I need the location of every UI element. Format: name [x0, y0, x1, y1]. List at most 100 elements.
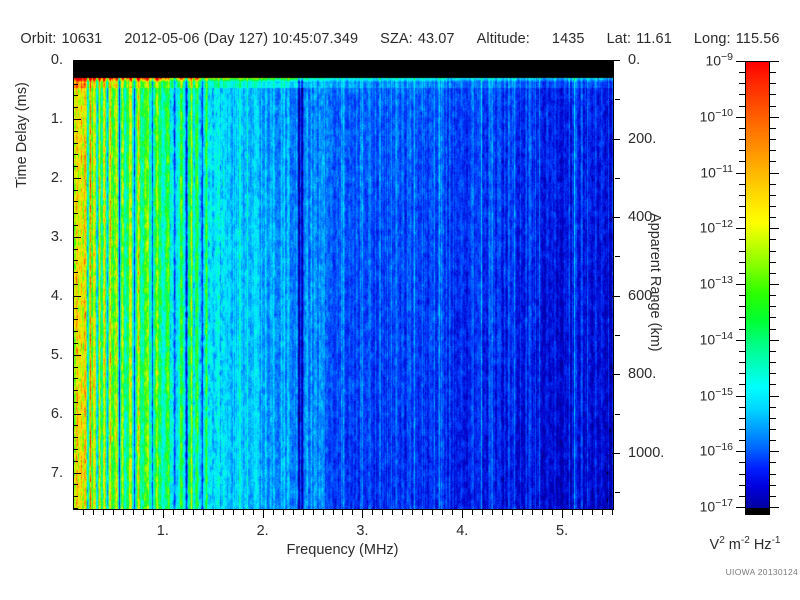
axis-tick	[253, 510, 254, 515]
colorbar-label-mantissa: 10	[699, 108, 716, 125]
axis-tick	[770, 106, 776, 107]
y-right-tick-label: 800.	[628, 366, 657, 383]
axis-tick	[73, 343, 78, 344]
axis-tick	[293, 510, 294, 515]
header-sza-label: SZA:	[380, 31, 413, 47]
axis-tick	[770, 206, 776, 207]
y-axis-left-title: Time Delay (ms)	[14, 82, 30, 188]
axis-tick	[739, 373, 745, 374]
colorbar-label-exponent: −14	[715, 330, 733, 342]
axis-tick	[770, 384, 776, 385]
axis-tick	[73, 272, 78, 273]
axis-tick	[770, 195, 776, 196]
colorbar-label-exponent: −9	[721, 51, 733, 63]
axis-tick	[739, 83, 745, 84]
axis-tick	[223, 510, 224, 515]
axis-tick	[615, 492, 620, 493]
axis-tick	[770, 340, 779, 341]
axis-tick	[770, 440, 776, 441]
colorbar-units-exp-0: 2	[719, 535, 725, 546]
axis-tick	[163, 510, 164, 518]
colorbar-tick-label: 10−13	[673, 275, 733, 291]
axis-tick	[592, 510, 593, 515]
axis-tick	[770, 217, 776, 218]
axis-tick	[73, 367, 78, 368]
axis-tick	[73, 237, 81, 238]
axis-tick	[73, 331, 78, 332]
axis-tick	[73, 390, 78, 391]
colorbar-tick-label: 10−12	[673, 219, 733, 235]
colorbar-units-base-2: Hz	[753, 536, 772, 553]
axis-tick	[502, 510, 503, 515]
colorbar-label-mantissa: 10	[700, 164, 716, 181]
y-right-tick-label: 1000.	[628, 444, 665, 461]
axis-tick	[73, 249, 78, 250]
axis-tick	[770, 61, 779, 62]
y-left-tick-label: 5.	[50, 346, 63, 363]
axis-tick	[73, 284, 78, 285]
axis-tick	[73, 308, 78, 309]
axis-tick	[193, 510, 194, 515]
axis-tick	[73, 496, 78, 497]
axis-tick	[113, 510, 114, 515]
axis-tick	[739, 351, 745, 352]
axis-tick	[143, 510, 144, 515]
axis-tick	[73, 119, 81, 120]
axis-tick	[736, 451, 745, 452]
y-left-tick-label: 2.	[50, 169, 63, 186]
axis-tick	[73, 166, 78, 167]
axis-tick	[739, 184, 745, 185]
axis-tick	[203, 510, 204, 515]
axis-tick	[173, 510, 174, 515]
x-tick-label: 3.	[356, 523, 369, 539]
colorbar-label-mantissa: 10	[699, 498, 716, 515]
header-orbit-label: Orbit:	[20, 31, 57, 47]
axis-tick	[303, 510, 304, 515]
axis-tick	[482, 510, 483, 515]
axis-tick	[739, 462, 745, 463]
colorbar-underflow-swatch	[746, 508, 769, 514]
axis-tick	[73, 201, 78, 202]
axis-tick	[103, 510, 104, 515]
axis-tick	[770, 462, 776, 463]
axis-tick	[770, 396, 779, 397]
axis-tick	[372, 510, 373, 515]
axis-tick	[770, 150, 776, 151]
y-left-tick-label: 4.	[50, 287, 63, 304]
y-right-tick-label: 0.	[628, 52, 641, 68]
axis-tick	[739, 429, 745, 430]
axis-tick	[770, 173, 779, 174]
header-lat-label: Lat:	[606, 31, 632, 47]
colorbar-label-exponent: −15	[715, 386, 733, 398]
axis-tick	[736, 228, 745, 229]
y-left-tick-label: 0.	[50, 52, 63, 68]
axis-tick	[770, 373, 776, 374]
axis-tick	[352, 510, 353, 515]
colorbar-label-exponent: −13	[715, 274, 733, 286]
axis-tick	[739, 474, 745, 475]
x-tick-label: 1.	[156, 523, 169, 539]
axis-tick	[736, 340, 745, 341]
axis-tick	[615, 414, 620, 415]
x-tick-label: 5.	[556, 523, 569, 539]
axis-tick	[739, 106, 745, 107]
spectrogram-image	[74, 61, 613, 509]
header-orbit: Orbit: 10631	[20, 31, 102, 47]
axis-tick	[770, 507, 779, 508]
axis-tick	[612, 217, 620, 218]
colorbar-label-exponent: −12	[715, 218, 733, 230]
axis-tick	[739, 485, 745, 486]
axis-tick	[770, 306, 776, 307]
axis-tick	[770, 184, 776, 185]
axis-tick	[73, 319, 78, 320]
axis-tick	[612, 139, 620, 140]
axis-tick	[233, 510, 234, 515]
axis-tick	[213, 510, 214, 515]
axis-tick	[615, 335, 620, 336]
axis-tick	[739, 139, 745, 140]
colorbar-units-exp-2: -1	[771, 535, 781, 546]
axis-tick	[736, 173, 745, 174]
axis-tick	[273, 510, 274, 515]
axis-tick	[770, 451, 779, 452]
axis-tick	[739, 239, 745, 240]
